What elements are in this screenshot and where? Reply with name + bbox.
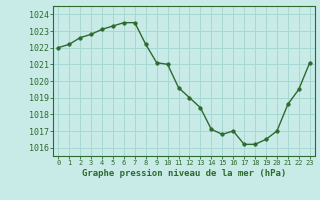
X-axis label: Graphe pression niveau de la mer (hPa): Graphe pression niveau de la mer (hPa) — [82, 169, 286, 178]
